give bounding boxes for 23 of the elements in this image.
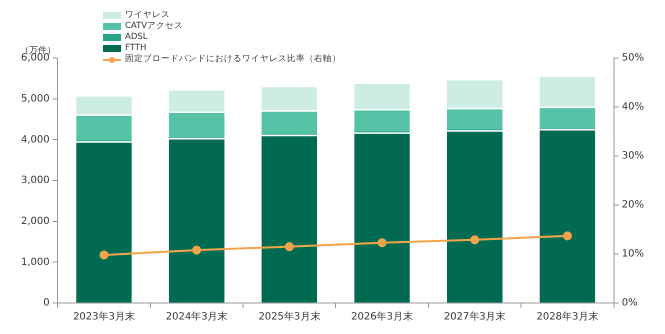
- y-tick-label: 5,000: [20, 93, 50, 104]
- x-tick-label: 2027年3月末: [444, 310, 506, 323]
- x-tick-label: 2023年3月末: [73, 310, 135, 323]
- y2-tick-label: 40%: [622, 102, 644, 113]
- y-tick-label: 1,000: [20, 256, 50, 268]
- y2-tick-label: 10%: [622, 248, 644, 260]
- legend-label: FTTH: [125, 43, 146, 54]
- x-tick-label: 2028年3月末: [536, 310, 598, 323]
- legend-label: ADSL: [125, 32, 148, 43]
- x-tick-label: 2024年3月末: [166, 310, 228, 323]
- y2-tick-label: 30%: [622, 150, 644, 162]
- legend-label: 固定ブロードバンドにおけるワイヤレス比率（右軸）: [125, 54, 341, 65]
- y2-tick-label: 20%: [622, 200, 644, 211]
- y-tick-label: 0: [43, 298, 50, 309]
- y-tick-label: 3,000: [20, 175, 50, 186]
- y2-tick-label: 0%: [622, 298, 638, 309]
- x-tick-label: 2026年3月末: [351, 310, 413, 323]
- y2-tick-label: 50%: [622, 52, 644, 64]
- legend-label: ワイヤレス: [125, 10, 170, 21]
- x-tick-label: 2025年3月末: [258, 310, 320, 323]
- legend-label: CATVアクセス: [125, 21, 184, 32]
- y-tick-label: 4,000: [20, 134, 50, 146]
- y-tick-label: 2,000: [20, 216, 50, 227]
